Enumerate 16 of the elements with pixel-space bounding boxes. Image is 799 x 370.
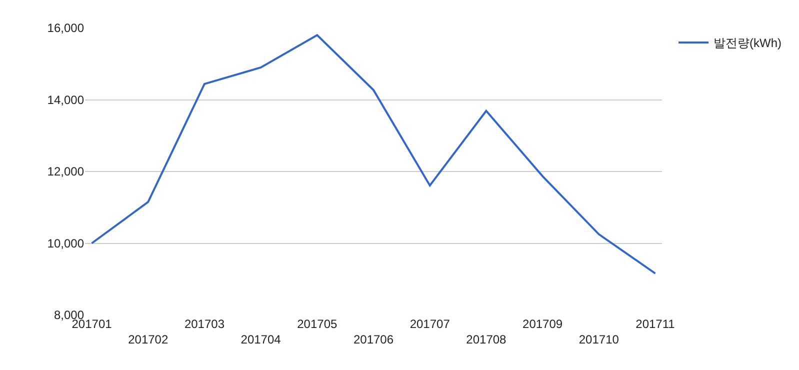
x-tick-label: 201709 [522, 317, 563, 331]
x-tick-label: 201704 [240, 332, 282, 347]
x-tick-label: 201703 [184, 317, 225, 331]
x-tick-label: 201711 [636, 317, 676, 331]
x-tick-label: 201705 [297, 317, 338, 331]
x-tick-label: 201702 [128, 332, 168, 347]
line-series [90, 34, 656, 274]
y-tick-label: 12,000 [47, 164, 84, 179]
x-tick-label: 201710 [578, 332, 620, 347]
y-tick-label: 14,000 [47, 92, 84, 107]
x-tick-label: 201707 [410, 317, 450, 331]
y-tick-label: 10,000 [47, 236, 84, 250]
x-tick-label: 201706 [353, 332, 394, 347]
legend-label: 발전량(kWh) [714, 36, 782, 50]
x-tick-label: 201708 [466, 332, 507, 347]
y-tick-label: 16,000 [47, 21, 84, 36]
